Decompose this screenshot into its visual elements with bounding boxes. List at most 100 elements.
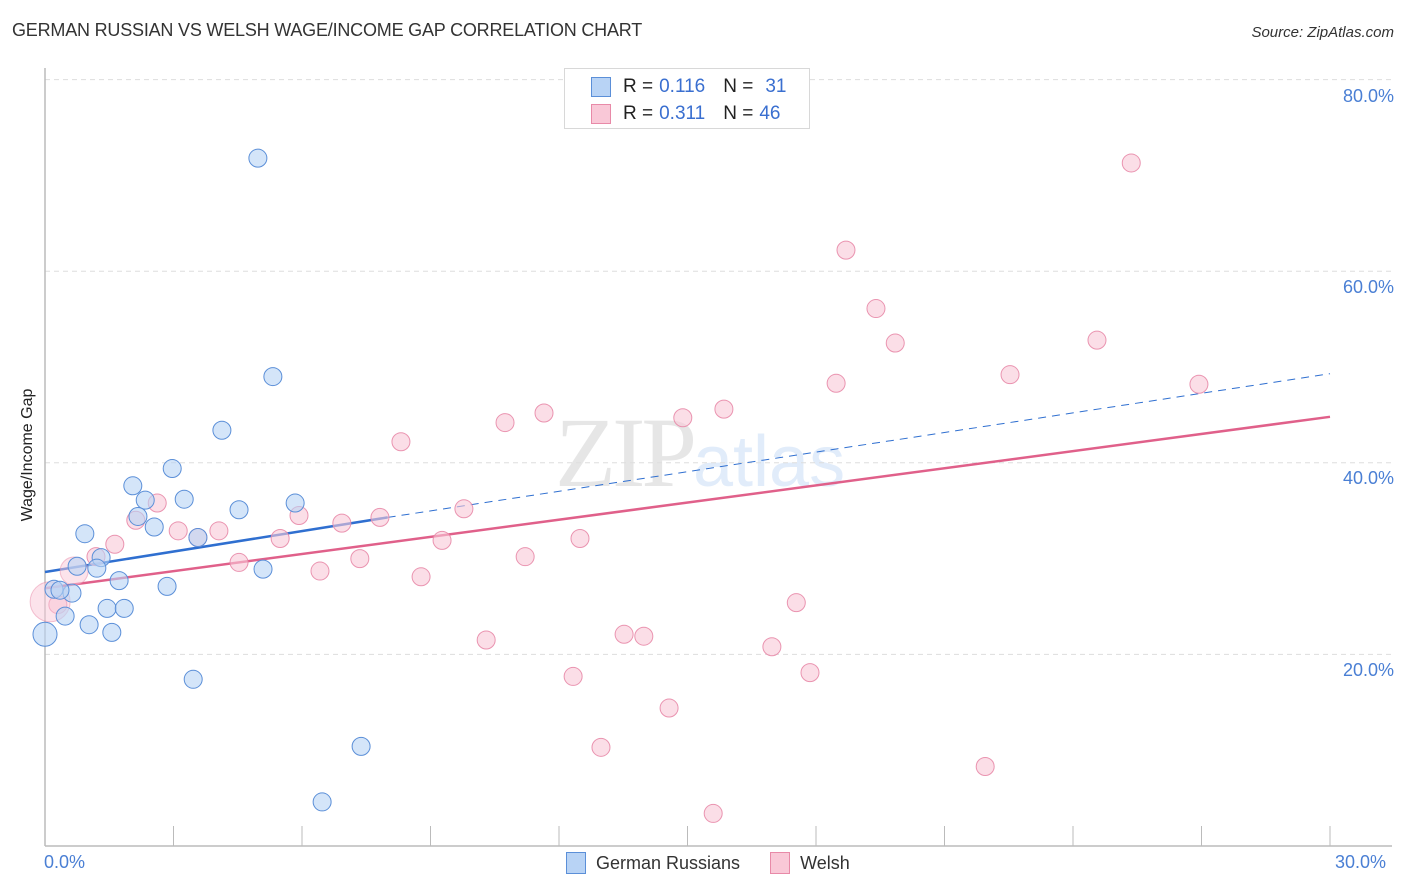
welsh-data-point[interactable] — [703, 803, 723, 823]
german-russians-data-point[interactable] — [285, 493, 305, 513]
german-russians-data-point[interactable] — [229, 500, 249, 520]
welsh-data-point[interactable] — [454, 499, 474, 519]
welsh-data-point[interactable] — [270, 528, 290, 548]
welsh-data-point[interactable] — [391, 432, 411, 452]
welsh-data-point[interactable] — [563, 666, 583, 686]
welsh-data-point[interactable] — [332, 513, 352, 533]
german-russians-data-point[interactable] — [188, 528, 208, 548]
series-legend: German Russians Welsh — [566, 852, 880, 874]
correlation-legend: R = 0.116 N = 31 R = 0.311 N = 46 — [564, 68, 810, 129]
german-russians-data-point[interactable] — [32, 621, 58, 647]
german-russians-trend-extension — [387, 373, 1331, 518]
welsh-data-point[interactable] — [168, 521, 188, 541]
welsh-points — [29, 153, 1209, 823]
german-russians-data-point[interactable] — [263, 367, 283, 387]
legend-label: German Russians — [596, 852, 741, 873]
welsh-data-point[interactable] — [370, 507, 390, 527]
german-russians-data-point[interactable] — [174, 489, 194, 509]
legend-row-welsh: R = 0.311 N = 46 — [591, 103, 781, 125]
welsh-data-point[interactable] — [714, 399, 734, 419]
german-russians-data-point[interactable] — [253, 559, 273, 579]
chart-title: GERMAN RUSSIAN VS WELSH WAGE/INCOME GAP … — [12, 20, 643, 40]
welsh-data-point[interactable] — [800, 663, 820, 683]
german-russians-data-point[interactable] — [79, 615, 99, 635]
german-russians-data-point[interactable] — [55, 606, 75, 626]
x-tick-0: 0.0% — [44, 852, 86, 872]
n-value: 46 — [759, 103, 781, 124]
welsh-data-point[interactable] — [786, 593, 806, 613]
legend-item-welsh[interactable]: Welsh — [770, 852, 850, 874]
y-axis-label: Wage/Income Gap — [19, 388, 36, 522]
welsh-data-point[interactable] — [1189, 374, 1209, 394]
welsh-data-point[interactable] — [1121, 153, 1141, 173]
german-russians-data-point[interactable] — [123, 476, 143, 496]
german-russians-data-point[interactable] — [212, 420, 232, 440]
watermark-atlas: atlas — [693, 422, 846, 502]
r-label: R = — [623, 103, 654, 124]
n-value: 31 — [765, 76, 787, 97]
german-russians-swatch-icon — [566, 852, 586, 874]
german-russians-data-point[interactable] — [312, 792, 332, 812]
german-russians-data-point[interactable] — [248, 148, 268, 168]
german-russians-data-point[interactable] — [128, 506, 148, 526]
german-russians-data-point[interactable] — [87, 558, 107, 578]
german-russians-data-point[interactable] — [102, 622, 122, 642]
german-russians-data-point[interactable] — [183, 669, 203, 689]
r-label: R = — [623, 76, 654, 97]
legend-row-german-russians: R = 0.116 N = 31 — [591, 76, 787, 98]
welsh-swatch-icon — [770, 852, 791, 874]
y-tick-80: 80.0% — [1342, 86, 1394, 106]
welsh-trend-line — [44, 415, 1331, 590]
german-russians-data-point[interactable] — [67, 556, 87, 576]
welsh-data-point[interactable] — [634, 626, 654, 646]
german-russians-data-point[interactable] — [157, 576, 177, 596]
welsh-data-point[interactable] — [591, 737, 611, 757]
german-russians-data-point[interactable] — [97, 598, 117, 618]
german-russians-data-point[interactable] — [351, 736, 371, 756]
welsh-data-point[interactable] — [310, 561, 330, 581]
welsh-swatch-icon — [591, 104, 611, 124]
welsh-data-point[interactable] — [570, 528, 590, 548]
watermark-zip: ZIP — [555, 397, 697, 508]
axes — [44, 68, 1392, 847]
y-tick-20: 20.0% — [1342, 660, 1394, 680]
welsh-data-point[interactable] — [1087, 330, 1107, 350]
welsh-data-point[interactable] — [350, 549, 370, 569]
german-russians-data-point[interactable] — [144, 517, 164, 537]
welsh-data-point[interactable] — [762, 637, 782, 657]
welsh-data-point[interactable] — [659, 698, 679, 718]
welsh-data-point[interactable] — [534, 403, 554, 423]
welsh-data-point[interactable] — [411, 567, 431, 587]
welsh-data-point[interactable] — [229, 552, 249, 572]
welsh-data-point[interactable] — [1000, 365, 1020, 385]
welsh-data-point[interactable] — [866, 299, 886, 319]
german-russians-data-point[interactable] — [75, 524, 95, 544]
n-label: N = — [723, 103, 754, 124]
legend-item-german-russians[interactable]: German Russians — [566, 852, 740, 874]
german-russians-data-point[interactable] — [114, 598, 134, 618]
x-tick-30: 30.0% — [1335, 852, 1387, 872]
german-russians-data-point[interactable] — [162, 459, 182, 479]
welsh-data-point[interactable] — [495, 413, 515, 433]
german-russians-data-point[interactable] — [109, 571, 129, 591]
welsh-data-point[interactable] — [673, 408, 693, 428]
legend-label: Welsh — [800, 852, 850, 873]
welsh-data-point[interactable] — [975, 756, 995, 776]
welsh-data-point[interactable] — [515, 547, 535, 567]
german-russians-data-point[interactable] — [50, 580, 70, 600]
gridlines — [45, 79, 1392, 655]
welsh-data-point[interactable] — [885, 333, 905, 353]
german-russians-data-point[interactable] — [135, 490, 155, 510]
welsh-data-point[interactable] — [836, 240, 856, 260]
welsh-data-point[interactable] — [209, 521, 229, 541]
r-value: 0.311 — [659, 103, 706, 124]
welsh-data-point[interactable] — [432, 530, 452, 550]
welsh-data-point[interactable] — [826, 373, 846, 393]
welsh-data-point[interactable] — [105, 534, 125, 554]
welsh-data-point[interactable] — [614, 624, 634, 644]
y-tick-60: 60.0% — [1342, 277, 1394, 297]
y-tick-40: 40.0% — [1342, 468, 1394, 488]
welsh-data-point[interactable] — [476, 630, 496, 650]
watermark: ZIPatlas — [555, 395, 845, 510]
